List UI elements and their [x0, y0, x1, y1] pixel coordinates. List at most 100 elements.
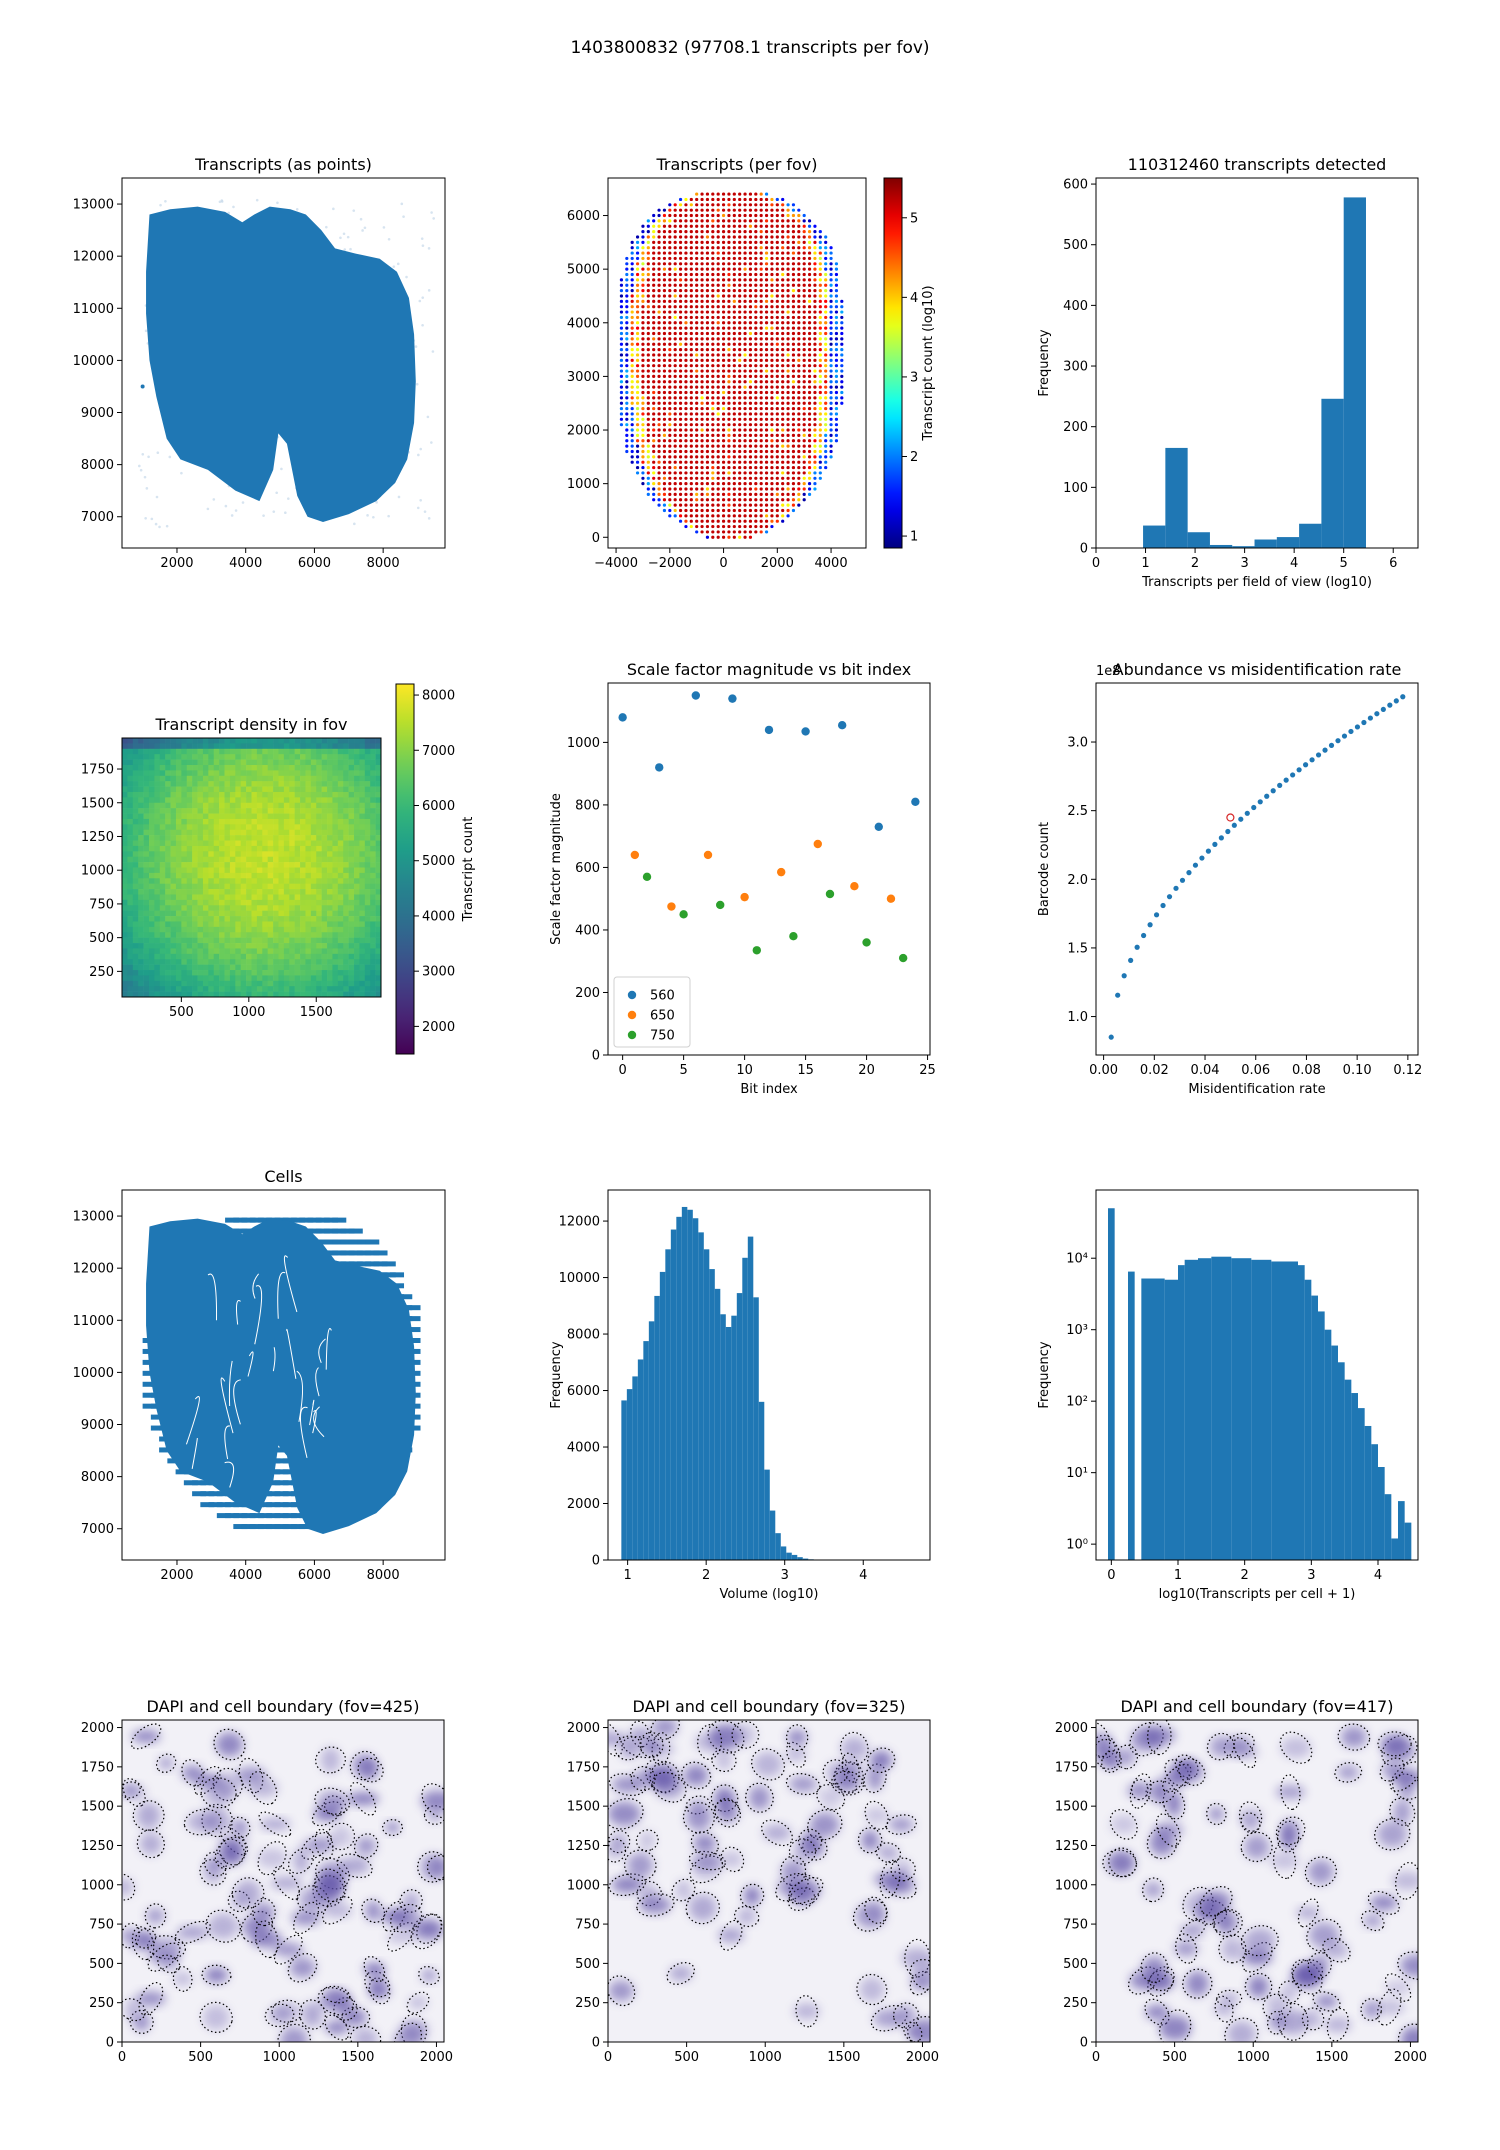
fov-point	[781, 396, 785, 400]
density-cell	[370, 770, 376, 777]
fov-point	[716, 310, 720, 314]
fov-point	[711, 299, 715, 303]
sparse-transcript-point	[427, 517, 431, 520]
density-cell	[202, 926, 209, 933]
fov-point	[700, 294, 704, 298]
density-cell	[262, 840, 268, 847]
density-cell	[159, 975, 166, 982]
fov-point	[716, 508, 720, 513]
fov-point	[748, 364, 753, 368]
fov-point	[689, 240, 693, 244]
density-cell	[240, 932, 247, 938]
density-cell	[192, 894, 198, 901]
density-cell	[154, 910, 161, 917]
fov-point	[824, 305, 828, 309]
fov-point	[748, 374, 753, 379]
fov-point	[684, 251, 688, 255]
density-cell	[289, 916, 295, 922]
density-cell	[219, 781, 225, 787]
fov-point	[678, 240, 683, 244]
fov-point	[797, 455, 801, 459]
density-cell	[256, 948, 263, 955]
fov-point	[716, 530, 720, 534]
density-cell	[181, 980, 188, 987]
density-cell	[354, 845, 360, 852]
density-cell	[327, 883, 333, 890]
density-cell	[370, 926, 376, 933]
fov-point	[662, 380, 667, 384]
density-cell	[132, 970, 139, 976]
density-cell	[283, 970, 290, 976]
fov-point	[791, 289, 796, 293]
density-cell	[375, 738, 381, 744]
density-cell	[354, 953, 360, 960]
sparse-transcript-point	[421, 296, 425, 299]
density-cell	[310, 840, 317, 847]
fov-point	[754, 380, 758, 384]
fov-point	[743, 342, 747, 346]
fov-point	[716, 492, 720, 496]
p0-ytick-label: 11000	[73, 302, 114, 317]
density-cell	[224, 959, 231, 965]
fov-point	[716, 321, 720, 325]
fov-point	[807, 390, 812, 395]
fov-point	[662, 482, 667, 486]
fov-point	[797, 406, 801, 411]
density-cell	[316, 948, 322, 955]
density-cell	[262, 759, 268, 766]
fov-point	[625, 305, 629, 309]
fov-point	[781, 224, 785, 228]
density-cell	[289, 845, 295, 852]
density-cell	[132, 808, 139, 814]
p0-ytick-label: 8000	[81, 458, 114, 473]
density-cell	[143, 937, 150, 944]
fov-point	[840, 385, 844, 389]
fov-point	[641, 369, 645, 373]
fov-point	[775, 256, 779, 261]
density-cell	[348, 872, 355, 879]
fov-point	[813, 353, 817, 357]
density-cell	[213, 754, 220, 760]
fov-point	[716, 476, 720, 480]
fov-point	[625, 283, 629, 287]
density-cell	[364, 797, 371, 804]
fov-point	[813, 321, 817, 325]
density-cell	[300, 926, 306, 933]
fov-point	[678, 465, 683, 470]
fov-point	[791, 262, 796, 266]
density-cell	[143, 862, 150, 868]
fov-point	[721, 444, 726, 448]
fov-point	[625, 331, 629, 336]
fov-point	[813, 401, 817, 405]
fov-point	[673, 487, 677, 491]
fov-point	[748, 305, 753, 309]
density-cell	[240, 953, 247, 960]
fov-point	[684, 380, 688, 384]
fov-point	[775, 433, 779, 437]
fov-point	[695, 428, 699, 432]
sparse-transcript-point	[421, 244, 425, 247]
density-cell	[159, 970, 166, 976]
density-cell	[246, 781, 252, 787]
fov-point	[754, 364, 758, 368]
density-cell	[219, 916, 225, 922]
fov-point	[743, 503, 747, 507]
density-cell	[122, 856, 128, 863]
fov-point	[668, 423, 672, 427]
fov-point	[732, 203, 736, 207]
fov-point	[764, 503, 769, 507]
fov-point	[748, 299, 753, 303]
density-cell	[213, 926, 220, 933]
density-cell	[310, 905, 317, 911]
fov-point	[705, 401, 710, 405]
density-cell	[316, 916, 322, 922]
fov-point	[689, 503, 693, 507]
density-cell	[229, 851, 236, 858]
fov-point	[673, 203, 677, 207]
fov-point	[695, 364, 699, 368]
fov-point	[625, 406, 629, 411]
fov-point	[657, 465, 661, 470]
density-cell	[208, 808, 215, 814]
fov-point	[705, 278, 710, 282]
fov-point	[770, 417, 774, 421]
